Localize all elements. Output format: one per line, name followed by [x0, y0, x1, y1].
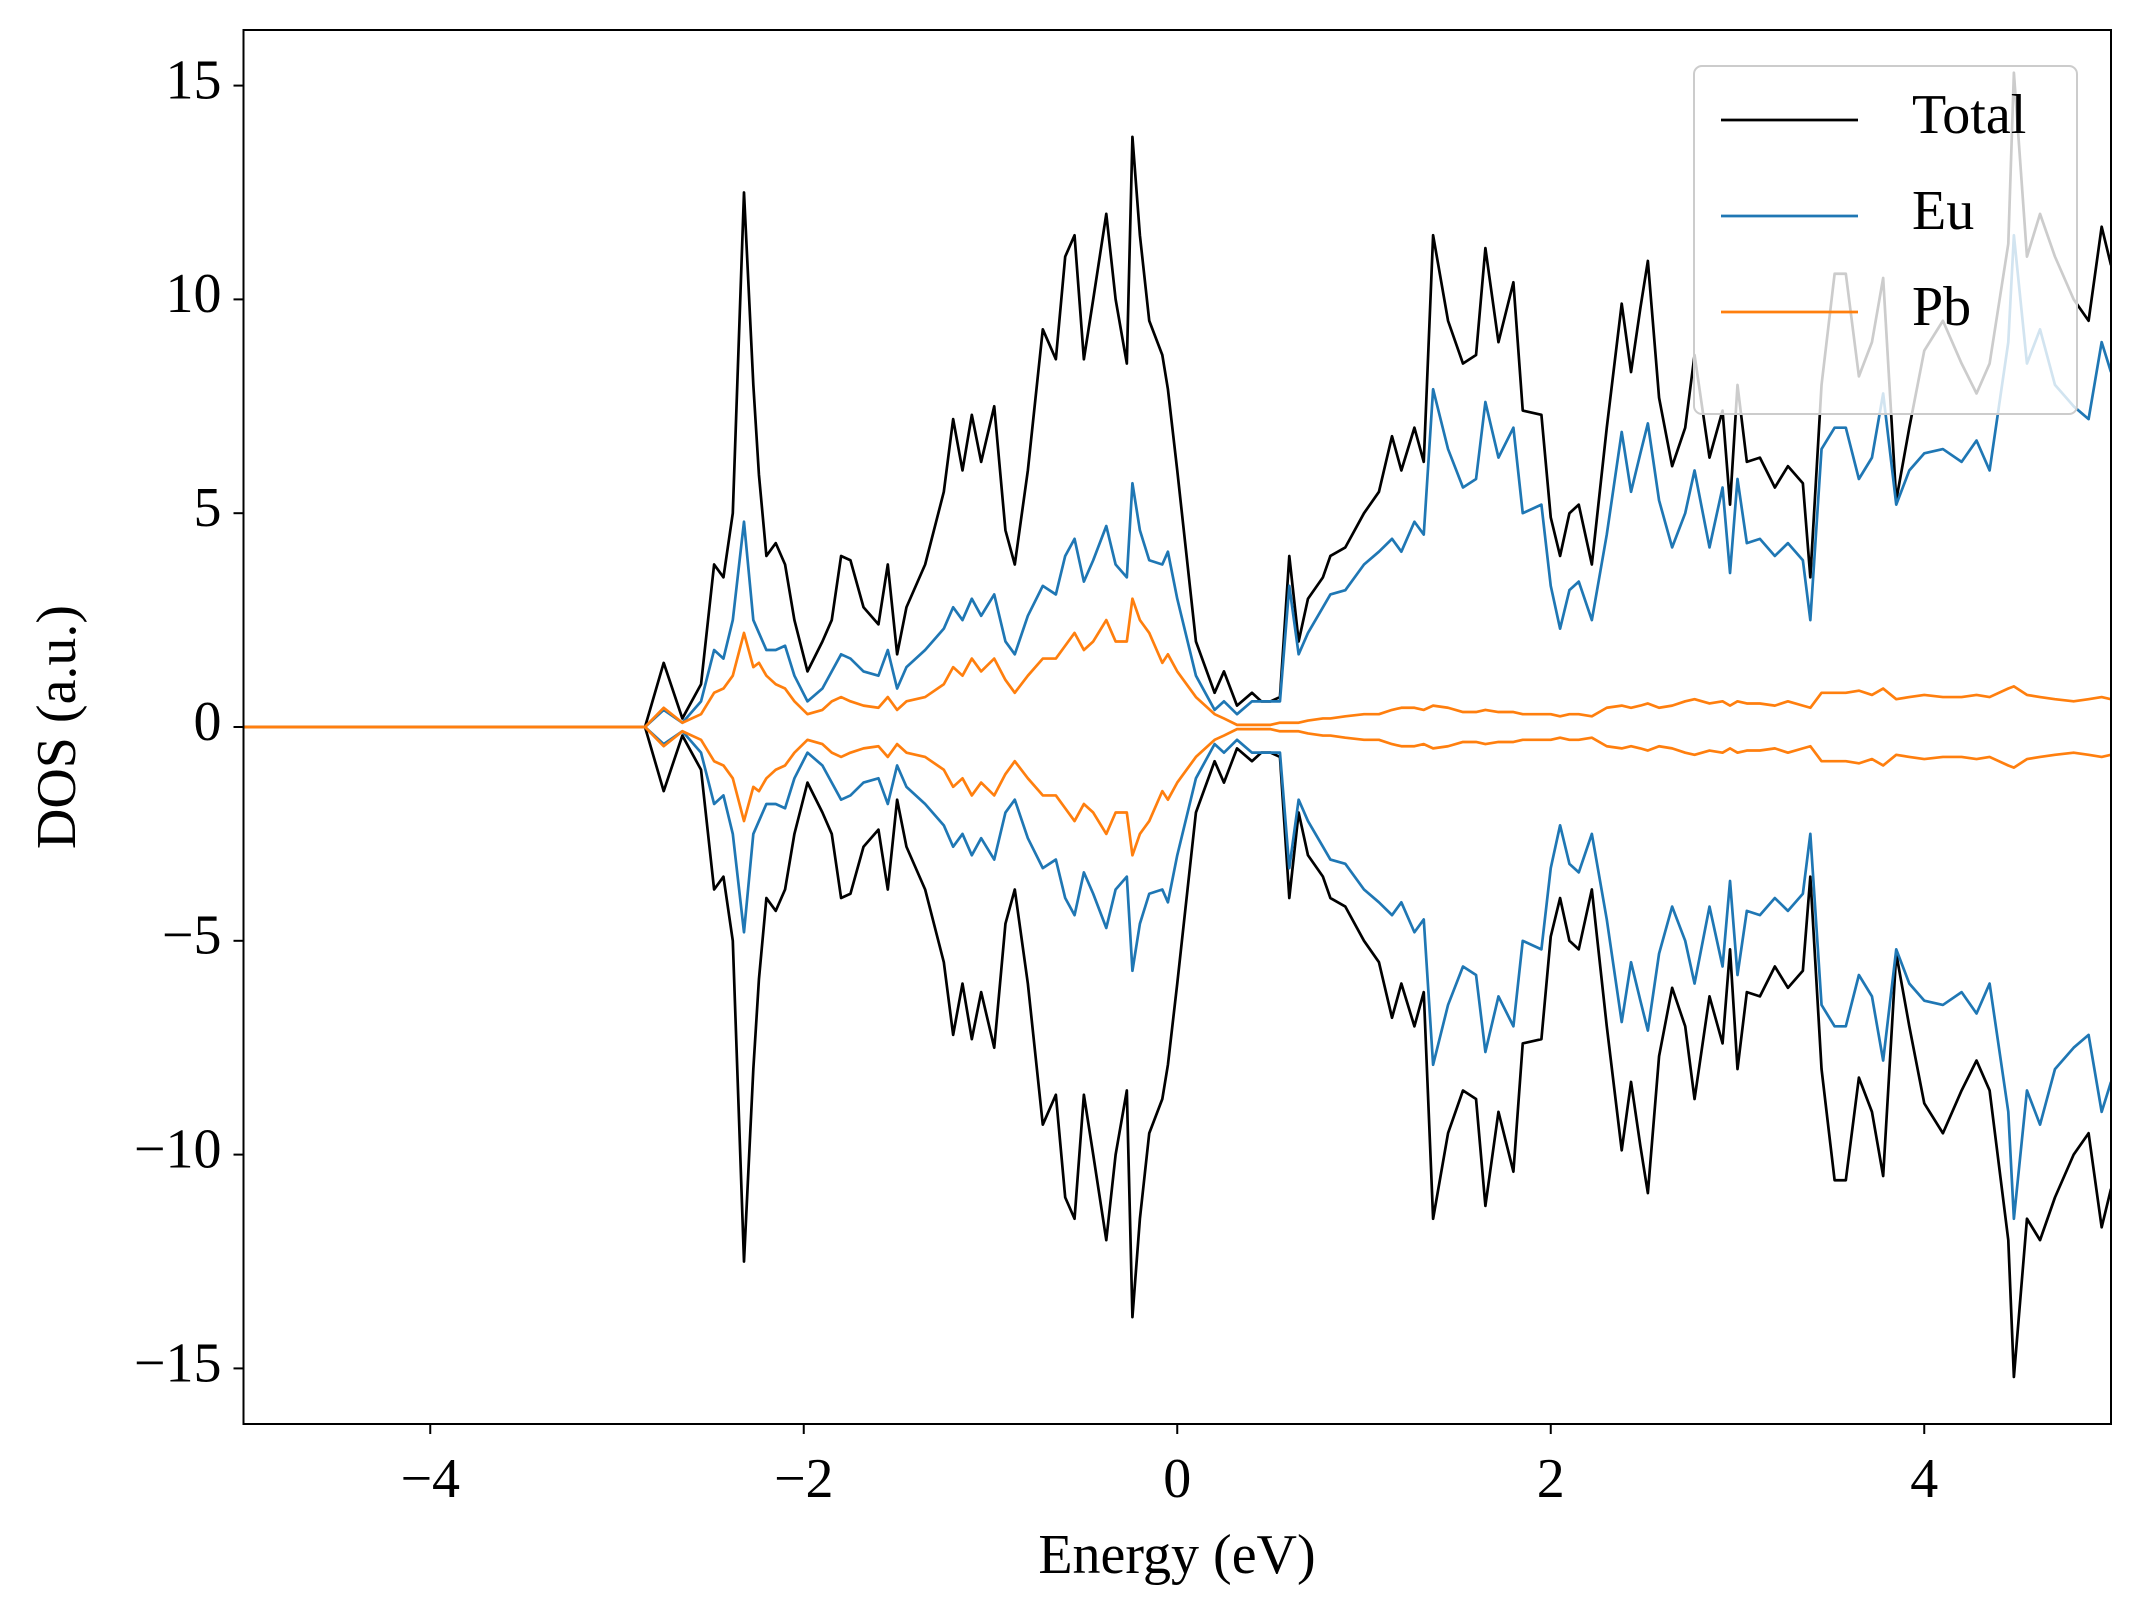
x-tick-label: −2	[774, 1448, 834, 1510]
x-axis-label: Energy (eV)	[1038, 1524, 1315, 1586]
y-tick-label: −10	[134, 1118, 222, 1180]
series-line	[243, 597, 2111, 729]
x-tick-label: 0	[1163, 1448, 1191, 1510]
y-tick-label: −15	[134, 1332, 222, 1394]
series-line	[243, 725, 2111, 1379]
y-tick-label: −5	[162, 905, 222, 967]
x-tick-label: 2	[1537, 1448, 1565, 1510]
legend-label: Total	[1912, 84, 2026, 146]
series-line	[243, 725, 2111, 1221]
y-tick-label: 5	[194, 477, 222, 539]
x-tick-label: 4	[1910, 1448, 1938, 1510]
y-tick-label: 10	[166, 263, 222, 325]
series-line	[243, 233, 2111, 729]
y-axis-label: DOS (a.u.)	[26, 605, 88, 849]
legend-box	[1693, 65, 2078, 415]
y-tick-label: 0	[194, 691, 222, 753]
legend-label: Pb	[1912, 276, 1971, 338]
y-tick-label: 15	[166, 49, 222, 111]
x-tick-label: −4	[400, 1448, 460, 1510]
legend-label: Eu	[1912, 180, 1974, 242]
series-line	[243, 725, 2111, 857]
